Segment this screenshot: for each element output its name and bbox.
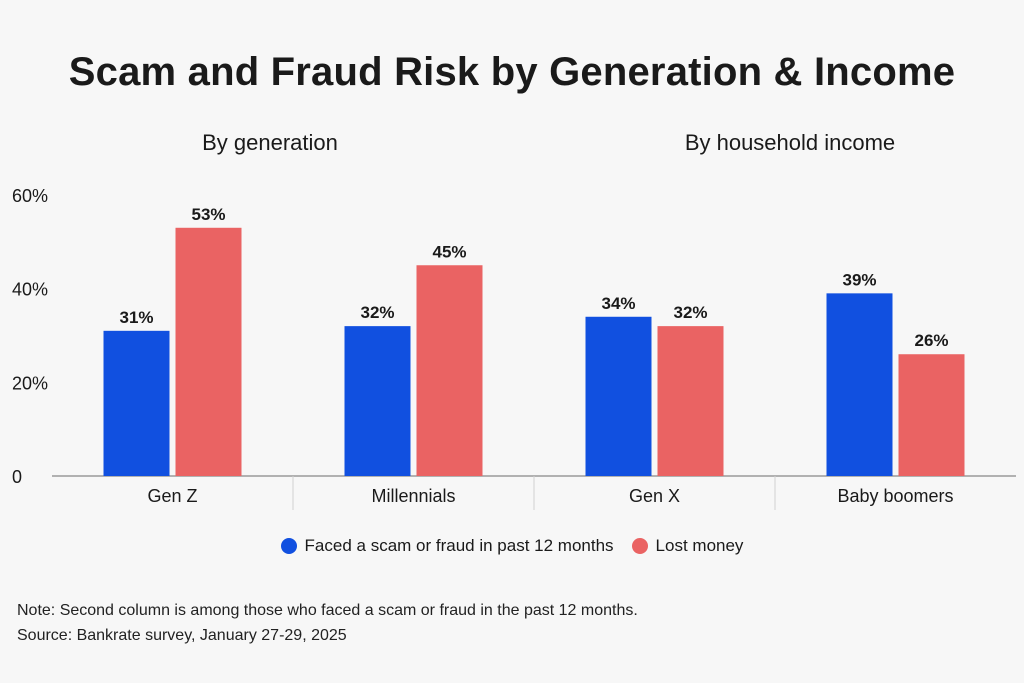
- x-tick-label: Gen Z: [147, 486, 197, 506]
- data-label: 53%: [191, 205, 225, 224]
- x-tick-label: Millennials: [371, 486, 455, 506]
- footnote-note: Note: Second column is among those who f…: [17, 602, 638, 619]
- legend-label-lost: Lost money: [655, 536, 744, 555]
- legend-item-faced: Faced a scam or fraud in past 12 months: [280, 536, 614, 556]
- chart-title: Scam and Fraud Risk by Generation & Inco…: [68, 50, 956, 94]
- legend-label-faced: Faced a scam or fraud in past 12 months: [304, 536, 614, 555]
- data-label: 39%: [842, 270, 876, 289]
- y-tick-label: 40%: [12, 280, 48, 300]
- bar-faced: [344, 326, 411, 476]
- bar-lost: [898, 354, 965, 476]
- bar-faced: [585, 316, 652, 476]
- bar-faced: [826, 293, 893, 476]
- legend: Faced a scam or fraud in past 12 months …: [0, 536, 1024, 556]
- data-label: 34%: [601, 294, 635, 313]
- data-label: 32%: [360, 303, 394, 322]
- legend-swatch-lost: [631, 538, 648, 554]
- data-label: 45%: [432, 242, 466, 261]
- data-label: 26%: [914, 331, 948, 350]
- bar-lost: [657, 326, 724, 476]
- bar-lost: [175, 227, 242, 476]
- bar-faced: [103, 330, 170, 476]
- legend-swatch-faced: [280, 538, 297, 554]
- y-tick-label: 60%: [12, 186, 48, 206]
- subtitle-by-household-income: By household income: [684, 130, 896, 155]
- subtitle-by-generation: By generation: [202, 130, 338, 155]
- y-tick-label: 0: [12, 467, 22, 487]
- x-tick-label: Gen X: [629, 486, 680, 506]
- y-tick-label: 20%: [12, 373, 48, 393]
- bar-lost: [416, 265, 483, 476]
- data-label: 32%: [673, 303, 707, 322]
- x-tick-label: Baby boomers: [837, 486, 953, 506]
- data-label: 31%: [119, 308, 153, 327]
- legend-item-lost: Lost money: [631, 536, 744, 556]
- footnote-source: Source: Bankrate survey, January 27-29, …: [17, 627, 347, 644]
